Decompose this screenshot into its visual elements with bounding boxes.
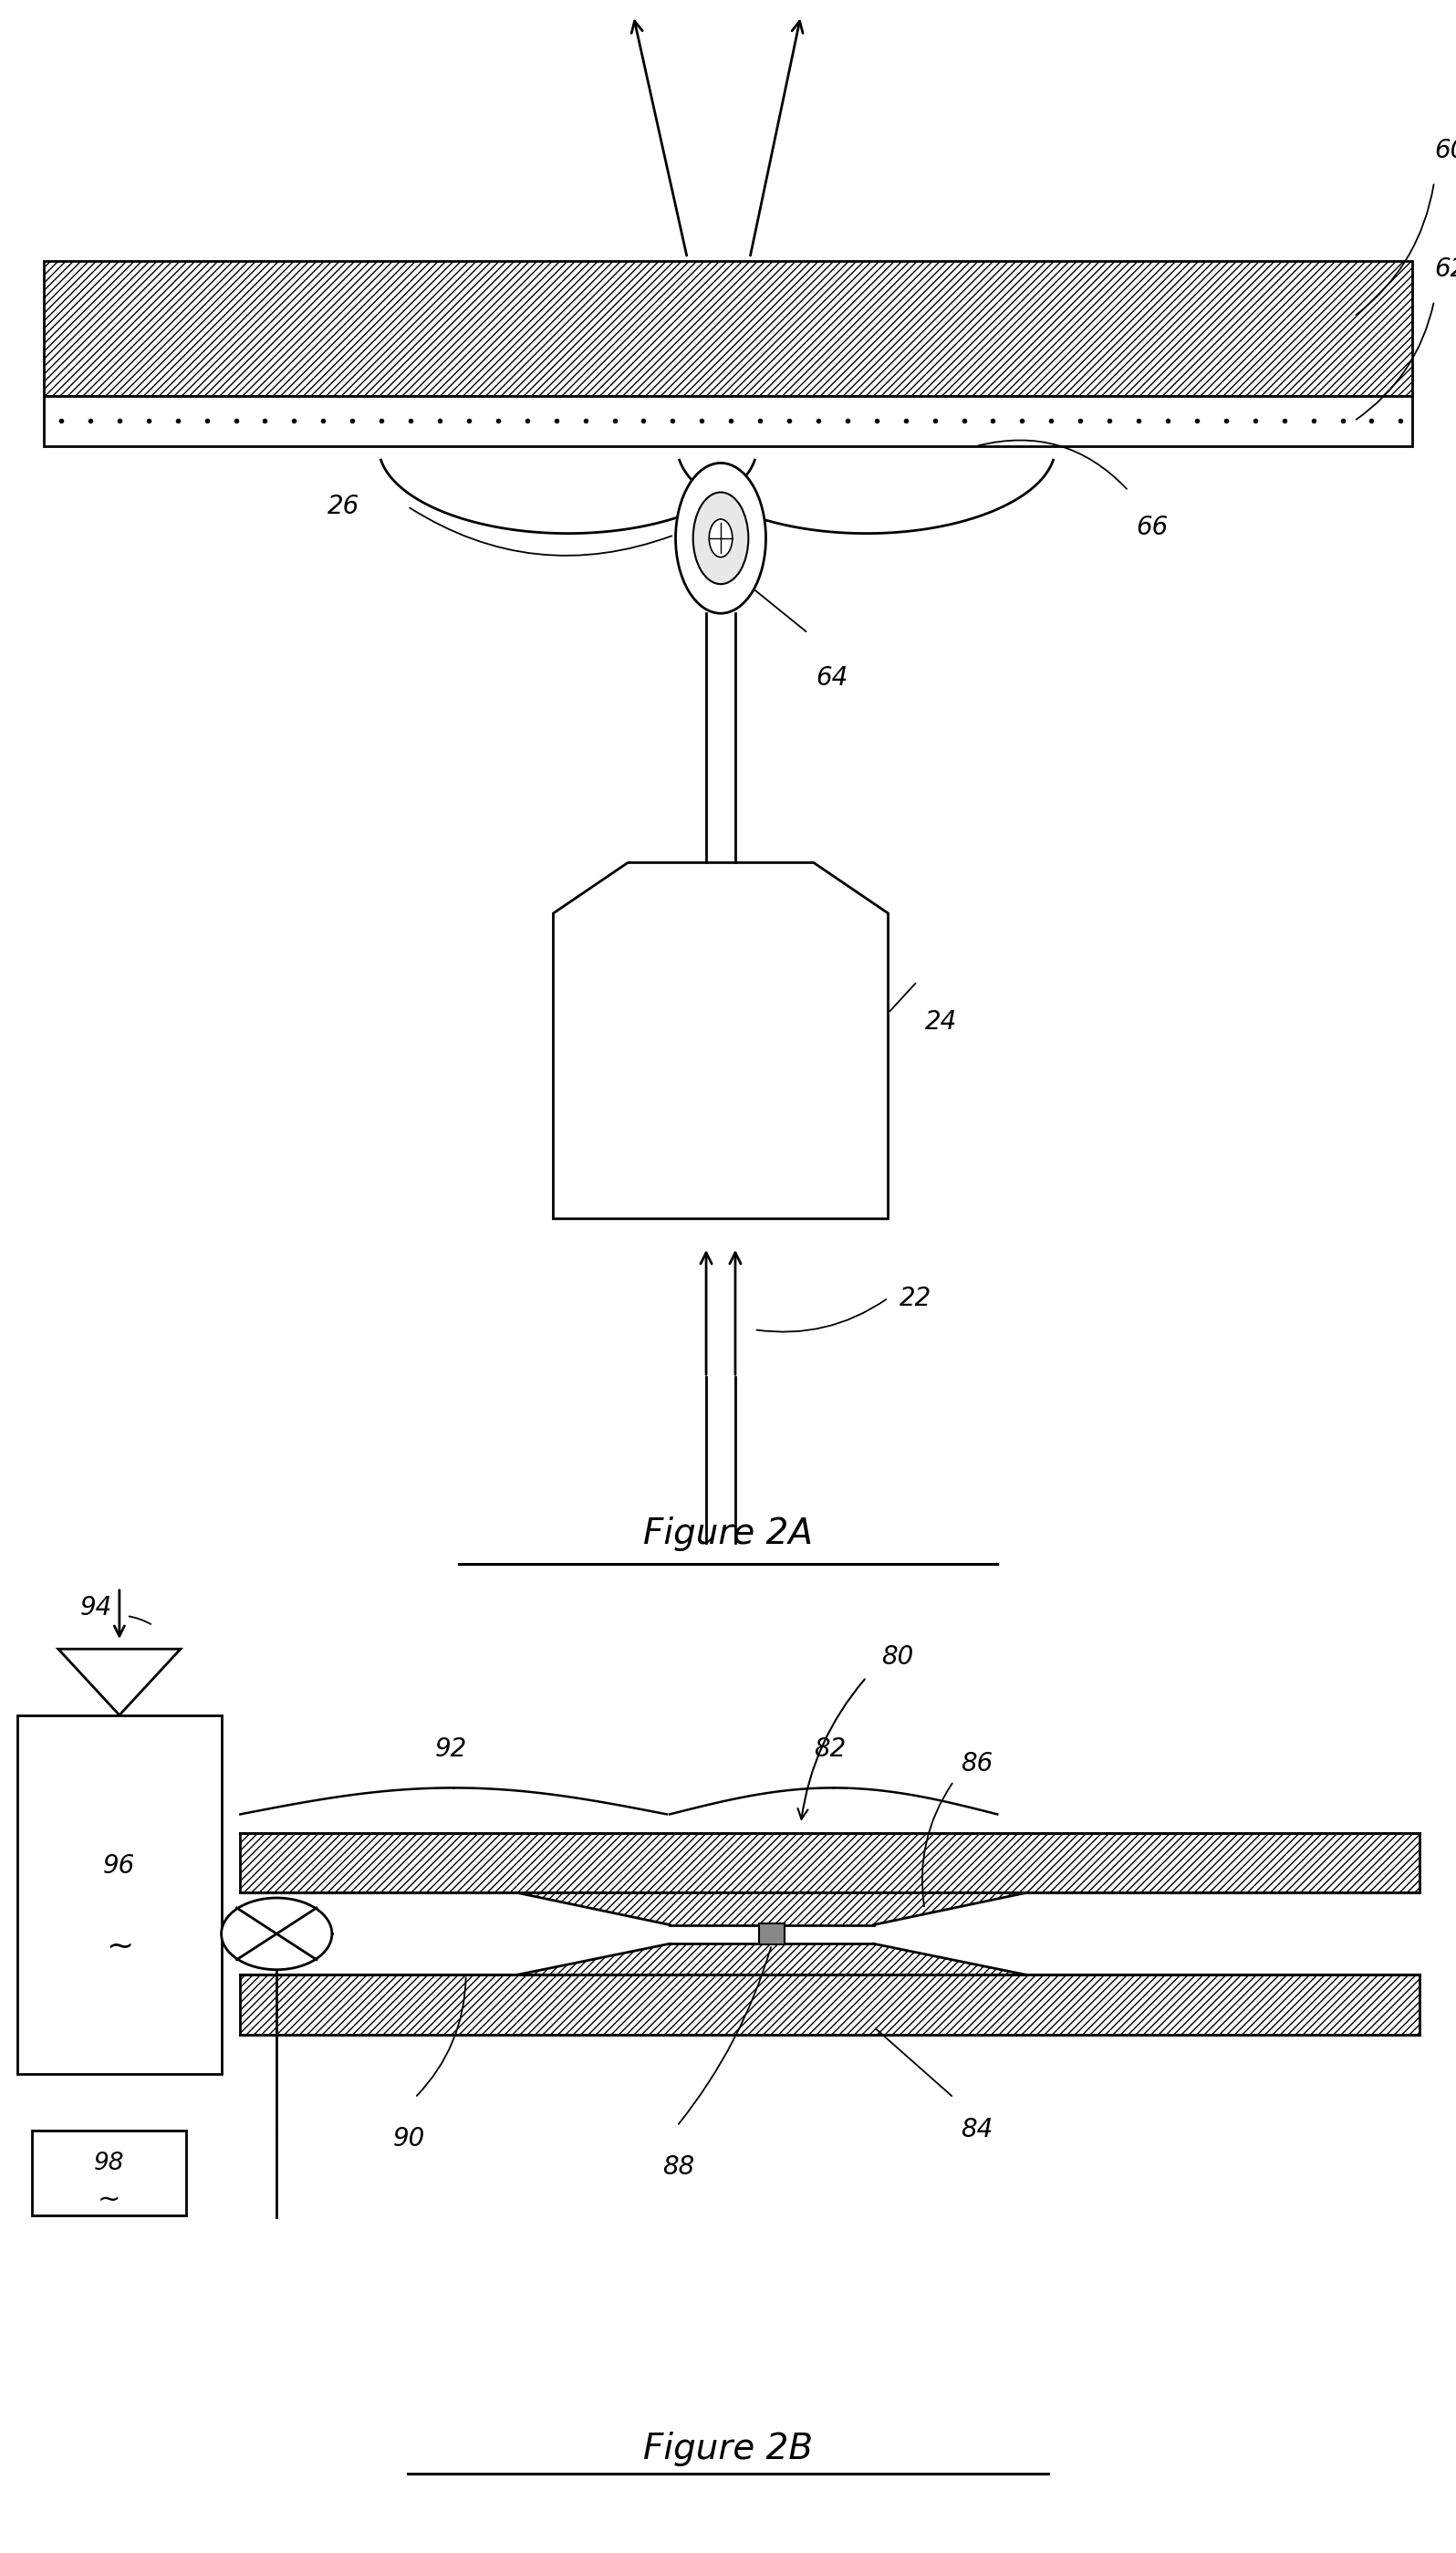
Text: 90: 90 bbox=[393, 2127, 425, 2152]
Text: 92: 92 bbox=[435, 1736, 467, 1762]
Text: 64: 64 bbox=[815, 664, 847, 689]
Text: Figure 2B: Figure 2B bbox=[644, 2430, 812, 2466]
Text: 62: 62 bbox=[1434, 255, 1456, 281]
Bar bbox=[240, 1892, 1420, 1976]
Bar bbox=[32, 2132, 186, 2216]
Text: 98: 98 bbox=[95, 2152, 124, 2175]
Text: 26: 26 bbox=[328, 493, 360, 518]
Circle shape bbox=[221, 1897, 332, 1971]
Ellipse shape bbox=[709, 518, 732, 557]
Polygon shape bbox=[517, 1943, 1026, 2035]
Bar bbox=[17, 1716, 221, 2073]
Text: 22: 22 bbox=[900, 1284, 932, 1310]
Polygon shape bbox=[553, 863, 888, 1218]
Text: 24: 24 bbox=[925, 1008, 957, 1034]
Bar bbox=[240, 1976, 1420, 2035]
Polygon shape bbox=[517, 1833, 1026, 1925]
Bar bbox=[44, 260, 1412, 396]
Text: ~: ~ bbox=[98, 2185, 121, 2213]
Bar bbox=[44, 396, 1412, 447]
Ellipse shape bbox=[693, 493, 748, 585]
Polygon shape bbox=[58, 1649, 181, 1716]
Text: 80: 80 bbox=[881, 1644, 913, 1670]
Ellipse shape bbox=[676, 462, 766, 613]
Text: 94: 94 bbox=[80, 1596, 112, 1621]
Bar bbox=[240, 1833, 1420, 1892]
Text: 82: 82 bbox=[814, 1736, 846, 1762]
Text: 96: 96 bbox=[103, 1853, 135, 1879]
Bar bbox=[759, 1925, 785, 1945]
Text: ~: ~ bbox=[105, 1930, 134, 1963]
Text: 84: 84 bbox=[961, 2116, 993, 2142]
Text: Figure 2A: Figure 2A bbox=[644, 1516, 812, 1552]
Text: 66: 66 bbox=[1136, 516, 1168, 541]
Text: 88: 88 bbox=[662, 2155, 695, 2180]
Text: 86: 86 bbox=[961, 1751, 993, 1777]
Text: 60: 60 bbox=[1434, 138, 1456, 163]
